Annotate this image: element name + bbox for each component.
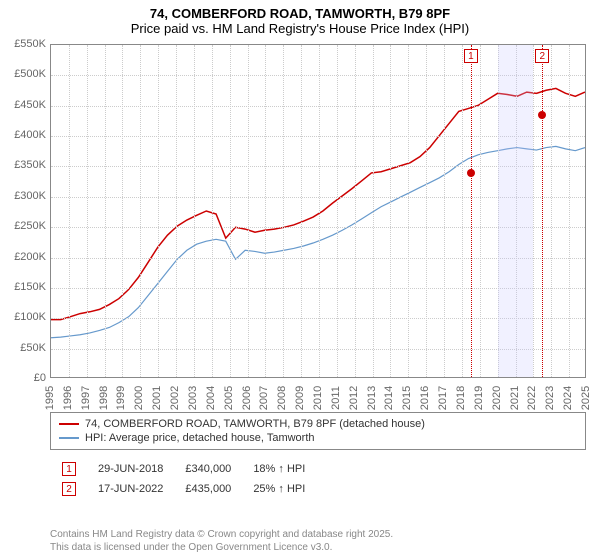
x-tick-label: 2005 <box>223 383 235 413</box>
markers-table: 1 29-JUN-2018£340,00018% ↑ HPI 2 17-JUN-202… <box>50 458 317 500</box>
marker-date: 17-JUN-2022 <box>88 480 173 498</box>
x-tick-label: 1996 <box>62 383 74 413</box>
marker-table-row: 2 17-JUN-2022£435,00025% ↑ HPI <box>52 480 315 498</box>
y-tick-label: £450K <box>0 99 46 111</box>
marker-delta: 25% ↑ HPI <box>243 480 315 498</box>
footer-attribution: Contains HM Land Registry data © Crown c… <box>50 528 393 554</box>
marker-id-box: 2 <box>62 482 76 496</box>
marker-line <box>471 45 472 377</box>
marker-dot-2 <box>538 111 546 119</box>
x-tick-label: 2007 <box>258 383 270 413</box>
x-tick-label: 2014 <box>383 383 395 413</box>
legend-block: 74, COMBERFORD ROAD, TAMWORTH, B79 8PF (… <box>50 412 586 500</box>
y-tick-label: £250K <box>0 220 46 232</box>
x-tick-label: 2006 <box>241 383 253 413</box>
x-tick-label: 2008 <box>276 383 288 413</box>
x-tick-label: 2024 <box>562 383 574 413</box>
chart-plot-area: 12 <box>50 44 586 378</box>
chart-title-block: 74, COMBERFORD ROAD, TAMWORTH, B79 8PF P… <box>0 0 600 38</box>
x-tick-label: 2001 <box>151 383 163 413</box>
y-tick-label: £300K <box>0 190 46 202</box>
legend-swatch <box>59 437 79 439</box>
x-tick-label: 2011 <box>330 383 342 413</box>
y-tick-label: £350K <box>0 159 46 171</box>
x-tick-label: 2019 <box>473 383 485 413</box>
x-tick-label: 2000 <box>133 383 145 413</box>
x-tick-label: 2009 <box>294 383 306 413</box>
x-tick-label: 2012 <box>348 383 360 413</box>
title-line-1: 74, COMBERFORD ROAD, TAMWORTH, B79 8PF <box>0 6 600 21</box>
legend-label: HPI: Average price, detached house, Tamw… <box>85 432 315 444</box>
marker-dot-1 <box>467 169 475 177</box>
x-tick-label: 2013 <box>366 383 378 413</box>
y-tick-label: £500K <box>0 68 46 80</box>
y-tick-label: £550K <box>0 38 46 50</box>
marker-date: 29-JUN-2018 <box>88 460 173 478</box>
marker-price: £340,000 <box>175 460 241 478</box>
legend-swatch <box>59 423 79 425</box>
marker-table-row: 1 29-JUN-2018£340,00018% ↑ HPI <box>52 460 315 478</box>
y-tick-label: £0 <box>0 372 46 384</box>
x-tick-label: 2025 <box>580 383 592 413</box>
footer-line-1: Contains HM Land Registry data © Crown c… <box>50 528 393 541</box>
legend-label: 74, COMBERFORD ROAD, TAMWORTH, B79 8PF (… <box>85 418 425 430</box>
x-tick-label: 2004 <box>205 383 217 413</box>
y-tick-label: £100K <box>0 311 46 323</box>
title-line-2: Price paid vs. HM Land Registry's House … <box>0 21 600 36</box>
legend-row: HPI: Average price, detached house, Tamw… <box>59 431 577 445</box>
x-tick-label: 2016 <box>419 383 431 413</box>
x-tick-label: 2017 <box>437 383 449 413</box>
y-tick-label: £150K <box>0 281 46 293</box>
marker-box-2: 2 <box>535 49 549 63</box>
x-tick-label: 2015 <box>401 383 413 413</box>
x-tick-label: 1998 <box>98 383 110 413</box>
y-tick-label: £400K <box>0 129 46 141</box>
legend-box: 74, COMBERFORD ROAD, TAMWORTH, B79 8PF (… <box>50 412 586 450</box>
x-tick-label: 2002 <box>169 383 181 413</box>
x-tick-label: 1999 <box>115 383 127 413</box>
x-tick-label: 2010 <box>312 383 324 413</box>
marker-id-box: 1 <box>62 462 76 476</box>
x-tick-label: 1995 <box>44 383 56 413</box>
y-tick-label: £200K <box>0 251 46 263</box>
marker-delta: 18% ↑ HPI <box>243 460 315 478</box>
x-tick-label: 2020 <box>491 383 503 413</box>
x-tick-label: 2018 <box>455 383 467 413</box>
x-tick-label: 1997 <box>80 383 92 413</box>
marker-box-1: 1 <box>464 49 478 63</box>
covid-band <box>498 45 534 377</box>
marker-line <box>542 45 543 377</box>
footer-line-2: This data is licensed under the Open Gov… <box>50 541 393 554</box>
y-tick-label: £50K <box>0 342 46 354</box>
x-tick-label: 2022 <box>526 383 538 413</box>
marker-price: £435,000 <box>175 480 241 498</box>
x-tick-label: 2021 <box>509 383 521 413</box>
x-tick-label: 2023 <box>544 383 556 413</box>
x-tick-label: 2003 <box>187 383 199 413</box>
legend-row: 74, COMBERFORD ROAD, TAMWORTH, B79 8PF (… <box>59 417 577 431</box>
